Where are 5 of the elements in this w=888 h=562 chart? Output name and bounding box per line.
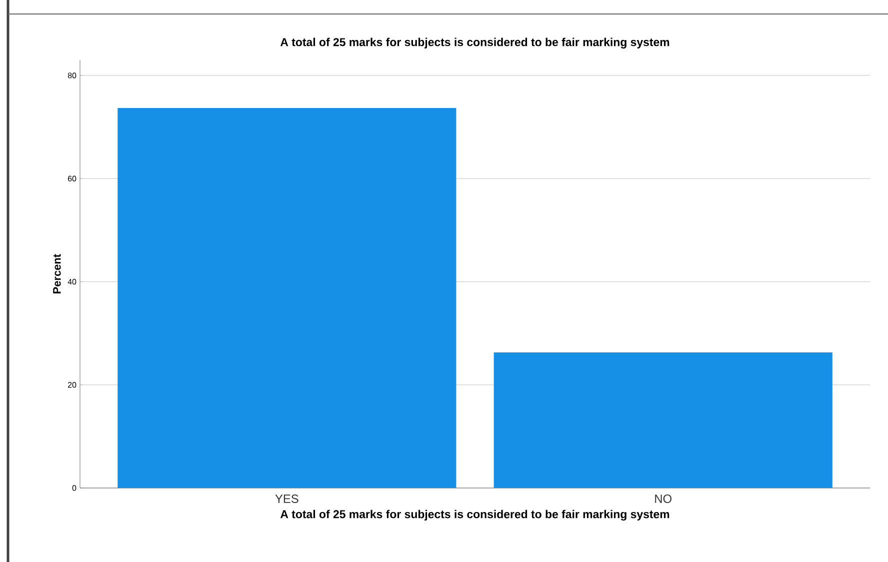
x-tick-label: YES [275, 494, 298, 503]
x-tick-label: NO [655, 494, 672, 503]
x-axis-title: A total of 25 marks for subjects is considered to be fair marking system [280, 510, 670, 521]
y-axis-title: Percent [53, 254, 61, 294]
chart-title: A total of 25 marks for subjects is considered to be fair marking system [280, 38, 670, 48]
